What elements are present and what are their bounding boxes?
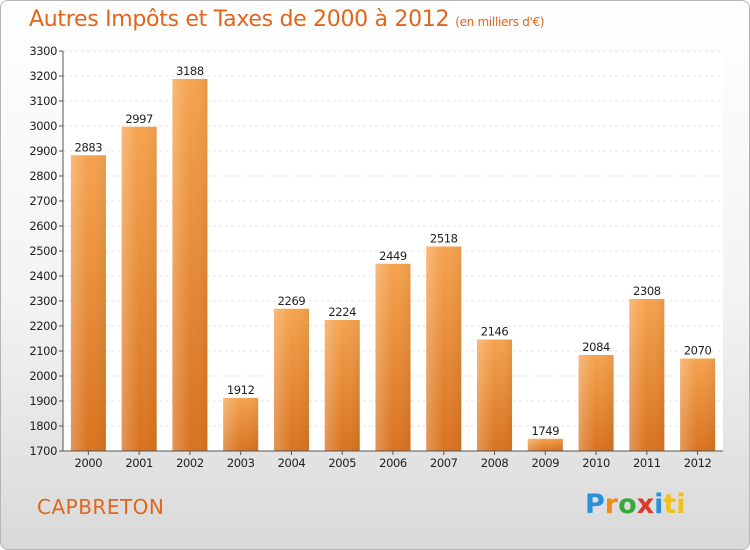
bars: 2883 2997 3188 1912 2269 2224 2449 2518 2146 1749…: [70, 64, 716, 451]
bar-value-label: 2518: [430, 232, 458, 246]
bar-value-label: 2224: [328, 305, 356, 319]
y-tick-label: 2100: [29, 344, 57, 358]
bar-value-label: 3188: [176, 64, 204, 78]
y-tick-label: 2000: [29, 369, 57, 383]
x-tick-label: 2012: [684, 456, 712, 470]
bar-shade-2006: [375, 263, 411, 451]
bar-value-label: 2070: [684, 344, 712, 358]
bar-shade-2005: [324, 320, 360, 451]
axes: 1700 1800 1900 2000 2100 2200 2300 2400 2500 2600…: [29, 44, 723, 470]
y-tick-label: 3100: [29, 94, 57, 108]
y-tick-label: 2400: [29, 269, 57, 283]
y-tick-label: 2300: [29, 294, 57, 308]
proxiti-logo[interactable]: Proxiti: [585, 489, 686, 520]
x-tick-label: 2000: [75, 456, 103, 470]
bar-value-label: 2308: [633, 284, 661, 298]
bar-value-label: 2269: [278, 294, 306, 308]
bar-shade-2003: [223, 398, 259, 451]
bar-shade-2012: [680, 358, 716, 451]
bar-value-label: 2084: [582, 340, 610, 354]
y-tick-label: 1700: [29, 444, 57, 458]
bar-shade-2011: [629, 299, 665, 451]
x-tick-label: 2003: [227, 456, 255, 470]
bar-shade-2001: [121, 126, 157, 451]
bar-shade-2007: [426, 246, 462, 451]
bar-shade-2008: [477, 339, 513, 451]
city-name: CAPBRETON: [37, 495, 165, 519]
x-tick-label: 2008: [481, 456, 509, 470]
x-tick-label: 2001: [125, 456, 153, 470]
y-tick-label: 2200: [29, 319, 57, 333]
y-tick-label: 2900: [29, 144, 57, 158]
bar-value-label: 1749: [531, 424, 559, 438]
x-tick-label: 2009: [531, 456, 559, 470]
bar-value-label: 2146: [481, 325, 509, 339]
chart-subtitle: (en milliers d'€): [455, 15, 545, 29]
y-tick-label: 3200: [29, 69, 57, 83]
x-tick-label: 2002: [176, 456, 204, 470]
bar-shade-2004: [273, 308, 309, 451]
y-tick-label: 2600: [29, 219, 57, 233]
y-tick-label: 3300: [29, 44, 57, 58]
bar-value-label: 2997: [125, 112, 153, 126]
bar-value-label: 1912: [227, 383, 255, 397]
x-tick-label: 2010: [582, 456, 610, 470]
bar-shade-2002: [172, 79, 208, 451]
x-tick-label: 2004: [278, 456, 306, 470]
x-tick-label: 2005: [328, 456, 356, 470]
y-tick-label: 3000: [29, 119, 57, 133]
bar-shade-2009: [527, 438, 563, 451]
y-tick-label: 1900: [29, 394, 57, 408]
bar-shade-2000: [70, 155, 106, 451]
x-tick-label: 2006: [379, 456, 407, 470]
bar-value-label: 2883: [75, 140, 103, 154]
x-tick-label: 2007: [430, 456, 458, 470]
bar-shade-2010: [578, 355, 614, 451]
y-tick-label: 1800: [29, 419, 57, 433]
x-tick-label: 2011: [633, 456, 661, 470]
y-tick-label: 2700: [29, 194, 57, 208]
y-tick-label: 2800: [29, 169, 57, 183]
bar-value-label: 2449: [379, 249, 407, 263]
y-tick-label: 2500: [29, 244, 57, 258]
chart-title: Autres Impôts et Taxes de 2000 à 2012 (en…: [29, 7, 545, 32]
